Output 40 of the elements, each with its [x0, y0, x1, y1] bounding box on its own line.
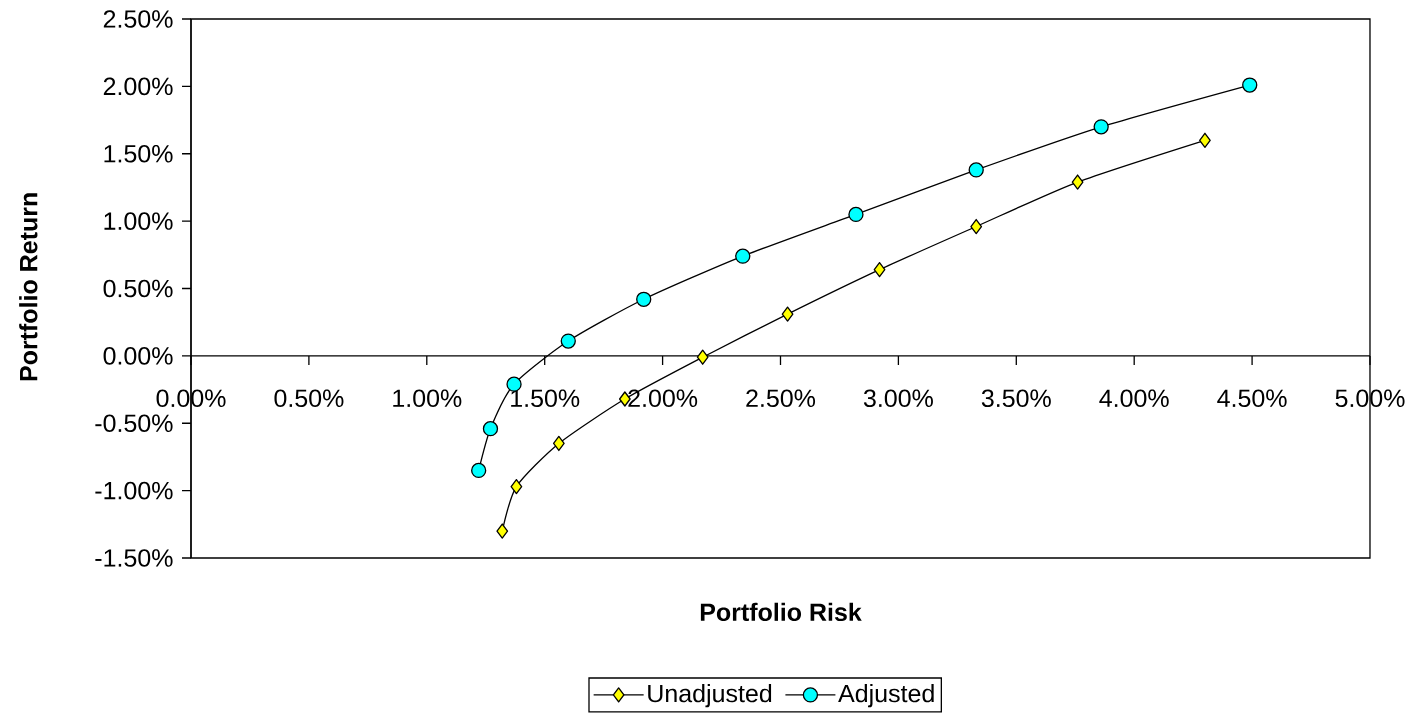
y-tick-label: 2.00% [103, 77, 173, 96]
point [1071, 174, 1084, 190]
y-tick-label: 2.50% [103, 10, 173, 28]
x-tick-label: 3.50% [981, 389, 1051, 408]
point [970, 218, 983, 235]
x-tick-label: 1.50% [511, 389, 580, 408]
x-tick-label: 4.50% [1217, 389, 1287, 408]
point [968, 162, 984, 178]
point [471, 462, 487, 479]
point [873, 261, 886, 278]
point [781, 306, 794, 322]
y-tick-label: 1.50% [104, 144, 173, 163]
point [848, 206, 864, 223]
point [510, 478, 523, 495]
point [560, 333, 576, 349]
y-tick-label: 0.00% [103, 347, 173, 365]
x-tick-label: 1.00% [393, 389, 462, 408]
x-tick-label: 4.00% [1099, 389, 1169, 408]
point [696, 349, 709, 365]
x-tick-label: 2.00% [628, 389, 698, 408]
y-tick-label: -0.50% [95, 414, 173, 433]
y-axis-title: Portfolio Return [19, 193, 38, 381]
point [735, 248, 751, 264]
y-tick-label: -1.00% [95, 481, 173, 500]
y-tick-label: 1.00% [104, 212, 173, 230]
y-tick-label: 0.50% [103, 279, 173, 298]
legend-label: Adjusted [838, 683, 934, 708]
x-tick-label: 3.00% [863, 389, 933, 408]
legend-label: Unadjusted [648, 683, 772, 708]
x-axis-title: Portfolio Risk [700, 602, 862, 622]
y-tick-label: -1.50% [95, 549, 173, 567]
x-tick-label: 2.50% [746, 389, 816, 408]
point [1093, 119, 1109, 135]
point [552, 435, 565, 452]
x-tick-label: 0.50% [274, 389, 344, 408]
point [496, 523, 509, 539]
point [636, 291, 652, 307]
point [1242, 77, 1258, 93]
point [1199, 132, 1211, 148]
point [482, 420, 499, 437]
